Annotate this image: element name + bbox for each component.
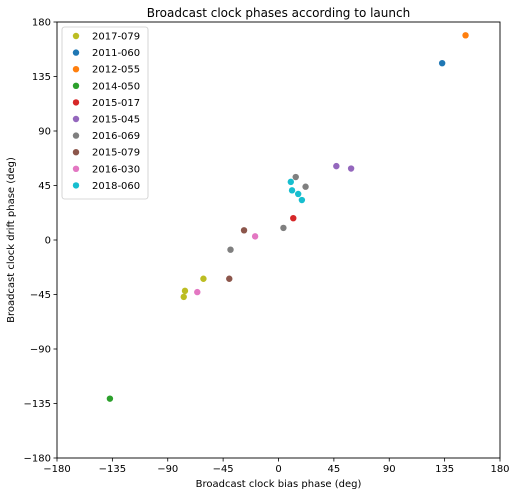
data-point-2018-060 xyxy=(288,187,296,194)
data-point-2018-060 xyxy=(298,196,306,204)
data-point-2015-045 xyxy=(347,165,355,172)
data-point-2017-079 xyxy=(181,287,189,295)
data-point-2015-045 xyxy=(333,162,340,170)
legend-label: 2018-060 xyxy=(92,181,140,192)
legend-label: 2015-045 xyxy=(92,115,140,126)
y-tick-label: −135 xyxy=(24,399,51,410)
y-tick-label: −180 xyxy=(24,454,51,465)
data-point-2015-079 xyxy=(240,227,248,234)
data-point-2016-069 xyxy=(227,246,234,253)
x-tick-label: 0 xyxy=(275,464,281,475)
legend: 2017-079 2011-060 2012-055 2014-050 2015-017… xyxy=(61,26,149,200)
data-point-2011-060 xyxy=(438,59,446,67)
x-axis-label: Broadcast clock bias phase (deg) xyxy=(196,479,362,490)
y-tick-label: 45 xyxy=(38,181,51,192)
data-point-2016-069 xyxy=(280,224,287,232)
data-point-2018-060 xyxy=(287,178,295,186)
x-tick-label: −45 xyxy=(213,464,234,475)
y-tick-label: −45 xyxy=(30,290,51,301)
x-tick-label: 90 xyxy=(383,464,396,475)
legend-marker xyxy=(72,49,80,56)
y-axis-label: Broadcast clock drift phase (deg) xyxy=(6,157,17,323)
legend-marker xyxy=(72,182,80,189)
legend-marker xyxy=(72,32,80,40)
data-point-2016-069 xyxy=(292,173,299,181)
legend-label: 2015-017 xyxy=(92,98,140,109)
legend-label: 2014-050 xyxy=(92,81,140,92)
y-tick-label: 135 xyxy=(32,72,51,83)
data-point-2014-050 xyxy=(106,395,114,402)
legend-marker xyxy=(72,165,80,172)
legend-marker xyxy=(72,99,80,106)
axis-ticks: −180 −135 −90 −45 0 45 90 135 180 −180 −135 −90 −45 0… xyxy=(24,18,510,476)
data-point-2012-055 xyxy=(462,32,469,39)
y-tick-label: −90 xyxy=(30,345,51,356)
legend-label: 2015-079 xyxy=(92,148,140,159)
data-point-2018-060 xyxy=(294,190,302,198)
data-points xyxy=(106,32,469,402)
data-point-2016-030 xyxy=(194,288,201,296)
data-point-2016-030 xyxy=(251,233,259,240)
legend-marker xyxy=(72,82,80,90)
y-tick-label: 0 xyxy=(45,236,51,247)
plot-frame xyxy=(56,21,501,459)
legend-label: 2016-069 xyxy=(92,131,140,142)
data-point-2016-069 xyxy=(302,183,309,190)
data-point-2015-079 xyxy=(226,275,233,282)
data-point-2015-017 xyxy=(290,215,297,222)
chart-title: Broadcast clock phases according to laun… xyxy=(147,6,410,20)
data-point-2017-079 xyxy=(180,293,187,301)
x-tick-label: 45 xyxy=(328,464,341,475)
legend-marker xyxy=(72,149,80,156)
legend-label: 2016-030 xyxy=(92,164,140,175)
legend-marker xyxy=(72,115,80,123)
data-point-2017-079 xyxy=(200,275,207,282)
y-tick-label: 90 xyxy=(38,127,51,138)
x-tick-label: −135 xyxy=(99,464,126,475)
legend-marker xyxy=(72,132,80,139)
y-tick-label: 180 xyxy=(32,18,51,29)
legend-label: 2012-055 xyxy=(92,65,140,76)
legend-label: 2011-060 xyxy=(92,48,140,59)
legend-label: 2017-079 xyxy=(92,32,140,43)
x-tick-label: −180 xyxy=(43,464,70,475)
legend-marker xyxy=(72,66,80,73)
x-tick-label: −90 xyxy=(157,464,178,475)
x-tick-label: 135 xyxy=(435,464,454,475)
x-tick-label: 180 xyxy=(490,464,509,475)
legend-box xyxy=(61,26,149,200)
